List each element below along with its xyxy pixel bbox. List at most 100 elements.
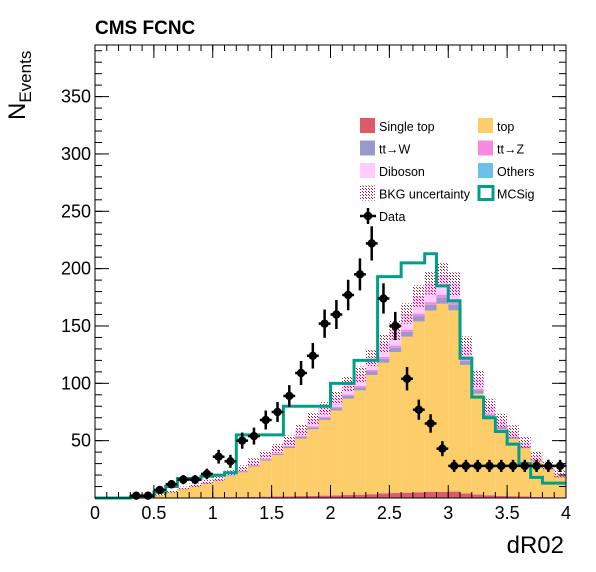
data-marker — [438, 444, 447, 453]
data-point — [342, 279, 355, 311]
bar-top — [295, 438, 307, 497]
bar-single-top — [436, 491, 449, 498]
data-point — [424, 414, 437, 433]
bar-single-top — [530, 496, 543, 498]
bar-tt-z — [259, 458, 272, 460]
legend-swatch — [360, 163, 375, 178]
data-point — [530, 459, 543, 472]
data-marker — [273, 407, 282, 417]
uncertainty-bin — [177, 486, 190, 490]
bar-top — [389, 352, 402, 494]
bar-top — [200, 484, 213, 498]
legend-label: Data — [379, 210, 405, 224]
data-point — [412, 399, 425, 420]
data-marker — [473, 461, 482, 471]
data-point — [165, 480, 178, 489]
data-marker — [296, 368, 306, 378]
bar-top — [483, 417, 496, 496]
bar-tt-w — [436, 297, 449, 304]
bar-top — [177, 489, 190, 498]
bar-single-top — [448, 491, 461, 498]
data-marker — [449, 461, 459, 471]
y-tick-label: 100 — [61, 373, 91, 393]
uncertainty-bin — [248, 458, 260, 466]
y-axis-label-sub: Events — [16, 50, 35, 103]
bar-single-top — [471, 494, 484, 498]
data-marker — [391, 321, 400, 331]
bar-single-top — [306, 495, 319, 498]
bar-top — [165, 492, 178, 498]
data-marker — [308, 351, 318, 360]
data-marker — [520, 461, 529, 471]
data-marker — [226, 457, 235, 466]
bar-top — [306, 429, 319, 496]
legend-label: tt→Z — [497, 143, 524, 157]
bar-tt-z — [377, 356, 390, 359]
data-marker — [555, 461, 565, 471]
bar-single-top — [507, 496, 519, 498]
bar-top — [377, 362, 390, 494]
bar-tt-w — [283, 446, 296, 449]
bar-top — [518, 448, 531, 497]
bar-tt-z — [460, 358, 472, 361]
data-marker — [497, 461, 506, 471]
x-tick-label: 1.5 — [259, 503, 284, 523]
data-point — [365, 226, 378, 261]
chart-title: CMS FCNC — [95, 18, 196, 39]
data-marker — [461, 461, 471, 471]
bar-tt-w — [483, 414, 496, 418]
uncertainty-bin — [153, 493, 166, 496]
legend-item-data: Data — [360, 208, 405, 224]
uncertainty-bin — [271, 444, 284, 453]
bar-tt-z — [401, 329, 413, 332]
data-marker — [237, 436, 247, 445]
bar-top — [236, 472, 249, 497]
bar-tt-w — [401, 331, 413, 337]
bar-tt-z — [318, 416, 331, 418]
bar-top — [330, 410, 343, 496]
data-marker — [167, 480, 176, 489]
legend-item-tt-w: tt→W — [360, 140, 410, 157]
bar-tt-w — [342, 395, 355, 399]
data-point — [142, 491, 154, 500]
bar-tt-z — [448, 301, 461, 305]
bar-single-top — [248, 496, 260, 498]
data-point — [130, 491, 143, 500]
data-point — [189, 475, 201, 485]
uncertainty-bin — [507, 425, 519, 438]
y-tick-label: 300 — [61, 144, 91, 164]
bar-tt-w — [448, 304, 461, 311]
legend-swatch — [478, 140, 493, 156]
bar-tt-w — [295, 436, 307, 439]
x-tick-label: 3 — [443, 503, 453, 523]
bar-single-top — [495, 495, 508, 498]
legend: Single top top tt→W tt→Z Diboson Others BKG un… — [360, 118, 535, 224]
bar-tt-w — [259, 459, 272, 461]
legend-item-single-top: Single top — [360, 118, 435, 134]
bar-tt-z — [483, 413, 496, 415]
signal-step-line — [95, 252, 566, 500]
uncertainty-bin — [200, 479, 213, 484]
uncertainty-bin — [318, 402, 331, 415]
bar-top — [424, 310, 437, 492]
y-tick-label: 50 — [71, 431, 91, 451]
bar-top — [153, 495, 166, 498]
data-marker — [343, 290, 353, 300]
bar-tt-w — [248, 465, 260, 467]
data-point — [283, 385, 296, 407]
x-tick-label: 0.5 — [141, 503, 166, 523]
data-points — [130, 226, 566, 500]
bar-top — [401, 336, 413, 493]
bar-tt-z — [283, 445, 296, 447]
uncertainty-bin — [259, 450, 272, 459]
axes: 0 0.5 1 1.5 2 2.5 3 3.5 4 50 100 150 200 250 300 350 — [61, 44, 571, 523]
bar-tt-w — [412, 316, 425, 322]
bar-tt-w — [377, 358, 390, 363]
bar-single-top — [271, 496, 284, 498]
y-axis-label-main: N — [4, 102, 31, 120]
legend-swatch — [360, 185, 375, 201]
legend-item-mcsig: MCSig — [477, 185, 535, 202]
bar-top — [460, 364, 472, 494]
bar-tt-w — [330, 408, 343, 411]
bar-top — [248, 466, 260, 497]
